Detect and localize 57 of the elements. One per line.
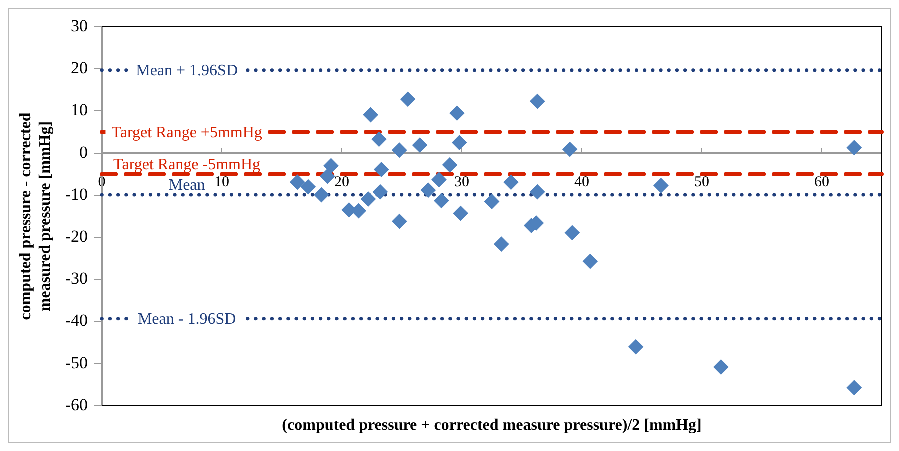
point bbox=[714, 360, 729, 375]
x-tick-label: 40 bbox=[574, 174, 590, 190]
y-tick-label: -10 bbox=[65, 184, 88, 204]
point bbox=[420, 182, 436, 198]
point bbox=[484, 194, 500, 210]
point bbox=[846, 380, 862, 396]
y-tick-label: -60 bbox=[65, 395, 88, 414]
point bbox=[628, 340, 644, 355]
point bbox=[300, 180, 316, 195]
point bbox=[400, 92, 416, 107]
point bbox=[363, 108, 378, 123]
x-axis-title: (computed pressure + corrected measure pressure)/2 [mmHg] bbox=[282, 417, 702, 434]
ref-line-label: Mean + 1.96SD bbox=[136, 62, 238, 80]
point bbox=[450, 106, 465, 121]
x-tick-label: 60 bbox=[814, 174, 830, 190]
point bbox=[432, 172, 447, 188]
point bbox=[453, 206, 468, 222]
y-tick-label: 30 bbox=[71, 16, 88, 36]
point bbox=[442, 158, 458, 173]
point bbox=[320, 168, 336, 184]
ref-line-label: Mean bbox=[168, 177, 206, 194]
x-tick-label: 20 bbox=[334, 174, 350, 190]
point bbox=[562, 142, 578, 158]
point bbox=[846, 140, 862, 156]
point bbox=[412, 138, 428, 153]
x-tick-label: 30 bbox=[454, 174, 470, 190]
x-tick-label: 10 bbox=[214, 174, 230, 190]
ref-line-label: Target Range -5mmHg bbox=[114, 156, 261, 174]
y-tick-label: -50 bbox=[65, 353, 88, 372]
y-tick-label: 10 bbox=[71, 100, 88, 120]
y-tick-label: 20 bbox=[71, 58, 88, 78]
point bbox=[392, 142, 408, 158]
point bbox=[582, 254, 598, 270]
point bbox=[452, 135, 468, 150]
point bbox=[314, 188, 330, 203]
point bbox=[564, 225, 580, 240]
point bbox=[372, 132, 387, 147]
point bbox=[324, 158, 339, 174]
point bbox=[530, 184, 546, 200]
x-tick-label: 50 bbox=[694, 174, 710, 190]
point bbox=[530, 94, 546, 110]
y-tick-label: 0 bbox=[80, 142, 88, 162]
point bbox=[494, 236, 510, 252]
point bbox=[372, 184, 388, 200]
point bbox=[434, 193, 450, 208]
point bbox=[392, 214, 408, 230]
point bbox=[374, 162, 390, 178]
point bbox=[290, 174, 306, 190]
point bbox=[360, 192, 376, 207]
y-tick-label: -20 bbox=[65, 227, 88, 246]
ref-line-label: Target Range +5mmHg bbox=[112, 124, 262, 142]
point bbox=[504, 174, 519, 190]
y-axis-title: computed pressure - corrected measured pressure [mmHg] bbox=[18, 112, 54, 320]
y-tick-label: -40 bbox=[65, 311, 88, 330]
y-tick-label: -30 bbox=[65, 269, 88, 288]
ref-line-label: Mean - 1.96SD bbox=[138, 311, 236, 328]
point bbox=[654, 178, 669, 194]
